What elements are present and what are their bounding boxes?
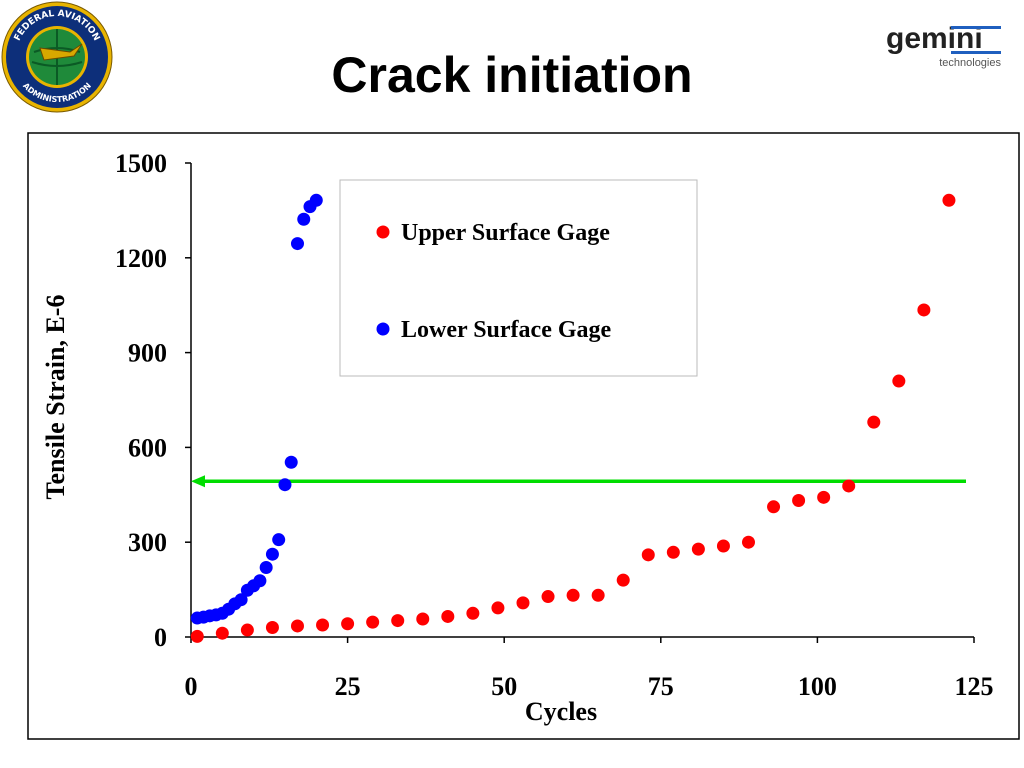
upper-surface-gage-legend-label: Upper Surface Gage	[401, 220, 610, 246]
upper-surface-gage-point	[942, 193, 956, 207]
upper-surface-gage-point	[441, 609, 455, 623]
data-points	[190, 193, 956, 643]
lower-surface-gage-point	[259, 560, 273, 574]
x-axis-title: Cycles	[525, 697, 597, 726]
lower-surface-gage-legend-label: Lower Surface Gage	[401, 317, 612, 343]
lower-surface-gage-point	[278, 478, 292, 492]
upper-surface-gage-point	[691, 542, 705, 556]
x-tick-label: 0	[185, 672, 198, 701]
x-tick-label: 25	[335, 672, 361, 701]
gemini-logo-sub: technologies	[939, 57, 1001, 69]
reference-line-group	[191, 475, 966, 488]
upper-surface-gage-point	[416, 612, 430, 626]
upper-surface-gage-point	[616, 573, 630, 587]
upper-surface-gage-point	[290, 619, 304, 633]
ticks: 0 300 600 900 1200 1500 0 25 50 75 100 125	[115, 149, 994, 701]
upper-surface-gage-point	[867, 415, 881, 429]
faa-logo: FEDERAL AVIATION ADMINISTRATION	[1, 1, 113, 113]
upper-surface-gage-point	[792, 493, 806, 507]
upper-surface-gage-point	[466, 606, 480, 620]
upper-surface-gage-point	[240, 623, 254, 637]
upper-surface-gage-point	[566, 588, 580, 602]
y-tick-label: 1200	[115, 244, 167, 273]
slide-title: Crack initiation	[331, 47, 693, 103]
upper-surface-gage-point	[316, 618, 330, 632]
axes	[190, 163, 974, 638]
y-axis-title: Tensile Strain, E-6	[41, 295, 70, 500]
upper-surface-gage-point	[591, 588, 605, 602]
x-tick-label: 75	[648, 672, 674, 701]
x-tick-label: 125	[955, 672, 994, 701]
upper-surface-gage-point	[817, 490, 831, 504]
lower-surface-gage-point	[272, 533, 286, 547]
lower-surface-gage-point	[290, 237, 304, 251]
y-tick-label: 1500	[115, 149, 167, 178]
y-tick-label: 300	[128, 528, 167, 557]
lower-surface-gage-point	[253, 574, 267, 588]
y-tick-label: 0	[154, 623, 167, 652]
upper-surface-gage-point	[391, 614, 405, 628]
lower-surface-gage-point	[284, 455, 298, 469]
upper-surface-gage-point	[265, 621, 279, 635]
upper-surface-gage-point	[741, 535, 755, 549]
upper-surface-gage-point	[842, 479, 856, 493]
lower-surface-gage-point	[297, 212, 311, 226]
lower-surface-gage-legend-marker	[376, 322, 390, 336]
upper-surface-gage-point	[716, 539, 730, 553]
upper-surface-gage-legend-marker	[376, 225, 390, 239]
y-tick-label: 900	[128, 339, 167, 368]
upper-surface-gage-point	[516, 596, 530, 610]
threshold-arrowhead	[191, 475, 205, 488]
upper-surface-gage-point	[215, 626, 229, 640]
upper-surface-gage-point	[917, 303, 931, 317]
upper-surface-gage-point	[892, 374, 906, 388]
upper-surface-gage-point	[666, 545, 680, 559]
upper-surface-gage-point	[541, 590, 555, 604]
legend-box	[339, 179, 698, 377]
x-tick-label: 100	[798, 672, 837, 701]
upper-surface-gage-point	[491, 601, 505, 615]
y-tick-label: 600	[128, 433, 167, 462]
upper-surface-gage-point	[190, 629, 204, 643]
legend: Upper Surface Gage Lower Surface Gage	[376, 220, 612, 343]
x-tick-label: 50	[491, 672, 517, 701]
upper-surface-gage-point	[366, 615, 380, 629]
upper-surface-gage-point	[641, 548, 655, 562]
upper-surface-gage-point	[767, 500, 781, 514]
lower-surface-gage-point	[309, 193, 323, 207]
lower-surface-gage-point	[265, 547, 279, 561]
lower-surface-gage-point	[234, 593, 248, 607]
gemini-logo: gemini technologies	[886, 22, 1001, 69]
upper-surface-gage-point	[341, 617, 355, 631]
